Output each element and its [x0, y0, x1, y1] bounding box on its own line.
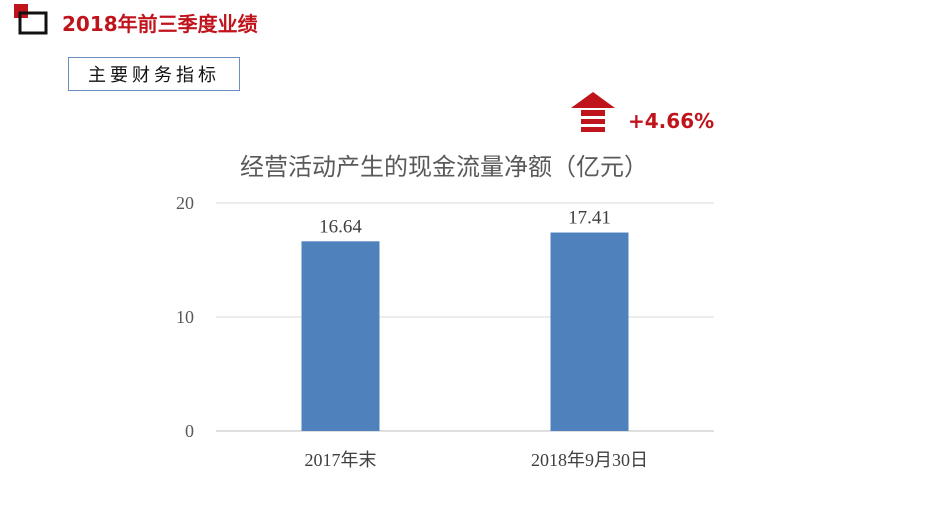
growth-percentage: +4.66% — [628, 109, 715, 133]
x-tick-label: 2017年末 — [305, 450, 377, 470]
y-tick-label: 20 — [176, 193, 194, 213]
data-label: 17.41 — [568, 208, 611, 229]
y-tick-label: 10 — [176, 307, 194, 327]
up-arrow-icon — [571, 92, 615, 132]
section-label: 主要财务指标 — [68, 57, 240, 91]
data-label: 16.64 — [319, 216, 362, 237]
page-title: 2018年前三季度业绩 — [62, 12, 258, 36]
bar — [301, 241, 380, 431]
x-tick-label: 2018年9月30日 — [531, 450, 648, 470]
logo-mark-icon — [14, 4, 48, 35]
y-tick-label: 0 — [185, 421, 194, 441]
chart-title: 经营活动产生的现金流量净额（亿元） — [240, 153, 648, 181]
bar — [550, 232, 629, 431]
